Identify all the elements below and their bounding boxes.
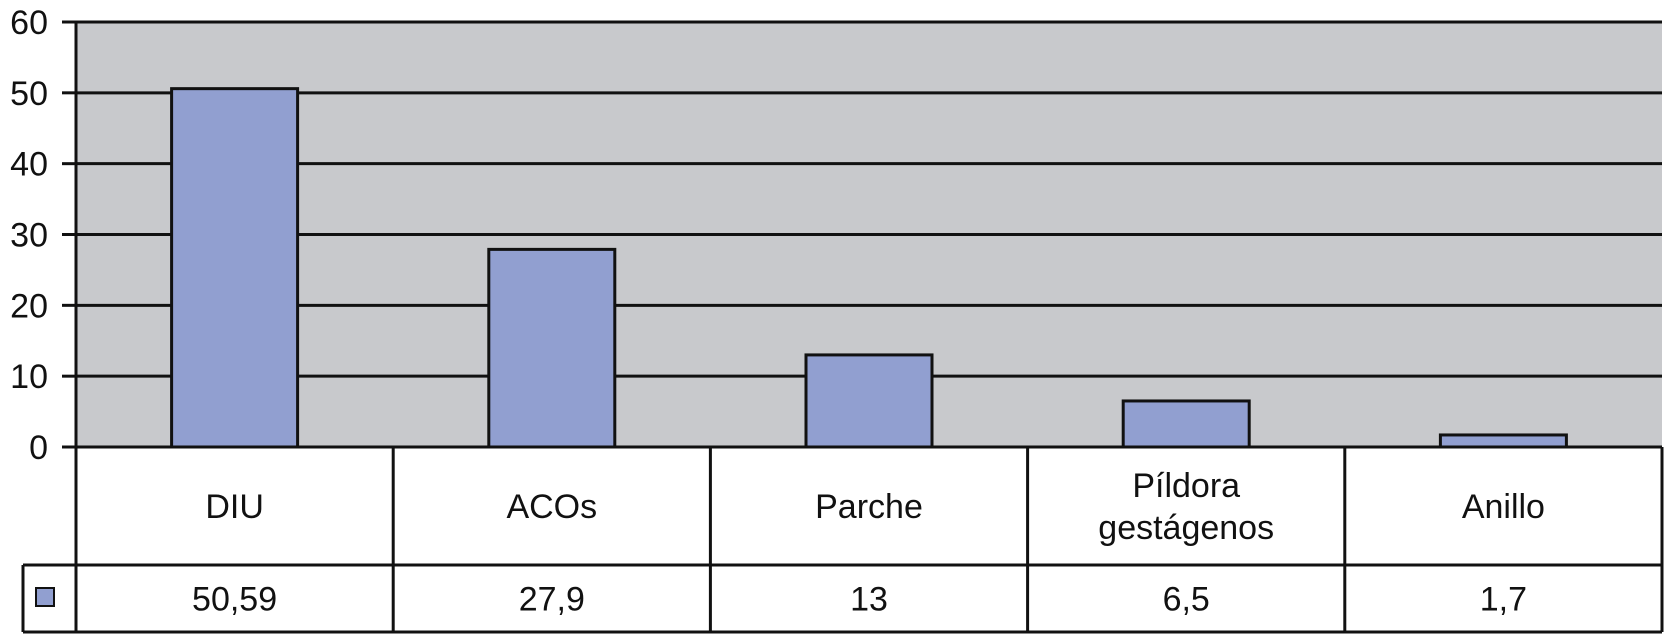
y-tick-label: 40 xyxy=(10,146,48,184)
y-tick-label: 10 xyxy=(10,358,48,396)
category-label: DIU xyxy=(205,488,264,526)
bar xyxy=(170,87,300,449)
value-label: 6,5 xyxy=(1163,581,1210,619)
value-label: 1,7 xyxy=(1480,581,1527,619)
value-label: 13 xyxy=(850,581,888,619)
y-tick-label: 60 xyxy=(10,4,48,42)
y-tick-label: 30 xyxy=(10,217,48,255)
plot-area xyxy=(76,20,1662,449)
y-tick-label: 0 xyxy=(29,429,48,467)
value-label: 27,9 xyxy=(519,581,585,619)
y-tick-label: 20 xyxy=(10,287,48,325)
category-label: Parche xyxy=(815,488,923,526)
data-table: DIU ACOs Parche Píldora gestágenos Anillo 50,5… xyxy=(21,445,1664,634)
category-label: Píldora xyxy=(1132,467,1240,505)
y-tick-label: 50 xyxy=(10,75,48,113)
bar xyxy=(1438,433,1568,449)
category-label: ACOs xyxy=(506,488,597,526)
legend-key-swatch xyxy=(35,587,55,607)
y-axis: 0 10 20 30 40 50 60 xyxy=(10,4,78,565)
value-label: 50,59 xyxy=(192,581,277,619)
bar xyxy=(1121,399,1251,449)
bar xyxy=(487,247,617,449)
category-label: Anillo xyxy=(1462,488,1545,526)
category-label: gestágenos xyxy=(1098,509,1274,547)
bar xyxy=(804,353,934,449)
